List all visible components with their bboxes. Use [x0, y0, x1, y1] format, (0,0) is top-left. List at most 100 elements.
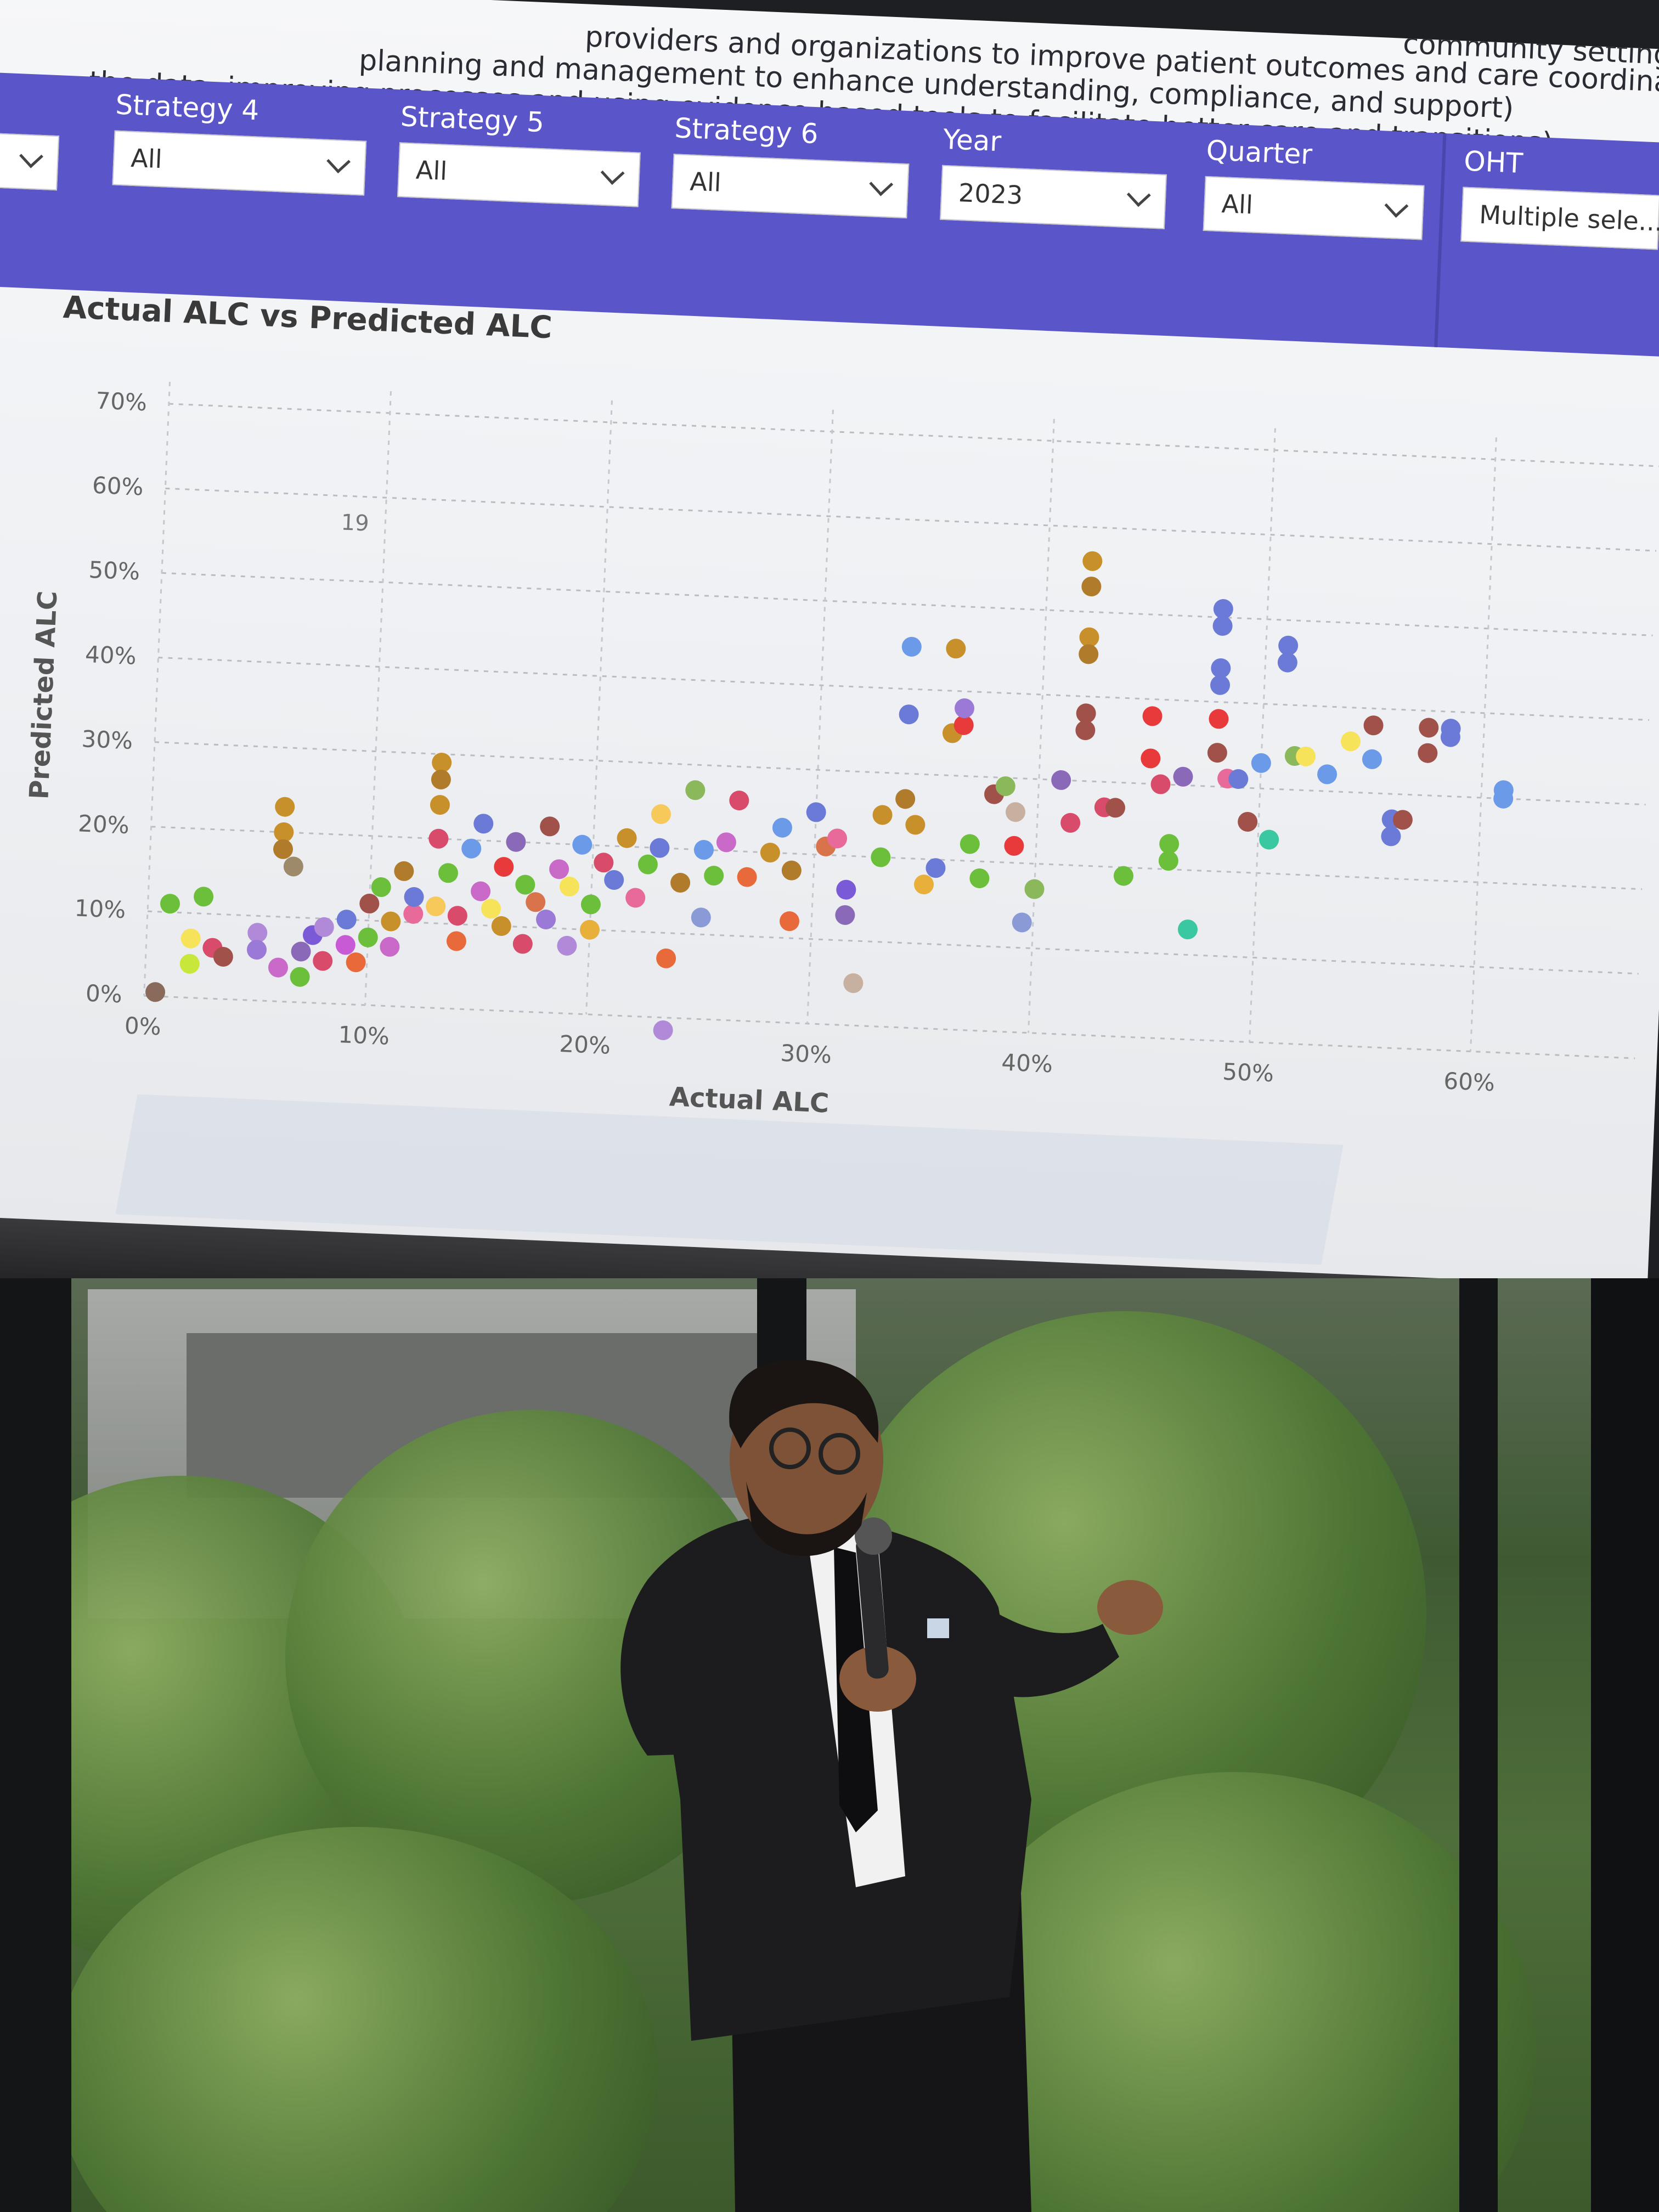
scatter-point[interactable]: [1209, 709, 1229, 729]
scatter-point[interactable]: [312, 951, 333, 971]
scatter-point[interactable]: [438, 863, 458, 883]
scatter-point[interactable]: [637, 854, 658, 874]
scatter-point[interactable]: [953, 715, 974, 735]
scatter-point[interactable]: [1075, 720, 1096, 741]
scatter-point[interactable]: [431, 752, 452, 773]
scatter-point[interactable]: [625, 888, 646, 908]
scatter-point[interactable]: [431, 769, 451, 789]
scatter-point[interactable]: [246, 939, 267, 960]
scatter-point[interactable]: [381, 911, 401, 932]
scatter-point[interactable]: [836, 879, 856, 900]
scatter-point[interactable]: [693, 839, 714, 860]
scatter-point[interactable]: [1024, 879, 1045, 899]
scatter-point[interactable]: [1251, 753, 1271, 773]
scatter-point[interactable]: [1228, 769, 1249, 789]
scatter-point[interactable]: [580, 894, 601, 915]
scatter-point[interactable]: [1012, 912, 1032, 933]
scatter-point[interactable]: [781, 860, 802, 881]
scatter-point[interactable]: [650, 838, 670, 858]
scatter-point[interactable]: [779, 911, 799, 932]
scatter-point[interactable]: [905, 815, 926, 835]
scatter-point[interactable]: [843, 973, 864, 994]
scatter-point[interactable]: [1259, 830, 1279, 850]
scatter-point[interactable]: [394, 861, 414, 881]
scatter-point[interactable]: [1440, 727, 1460, 747]
scatter-point[interactable]: [425, 896, 446, 917]
scatter-point[interactable]: [473, 814, 494, 834]
scatter-point[interactable]: [291, 941, 311, 962]
scatter-point[interactable]: [835, 905, 855, 925]
scatter-point[interactable]: [481, 899, 501, 919]
scatter-point[interactable]: [1207, 742, 1227, 763]
scatter-point[interactable]: [274, 822, 294, 842]
scatter-point[interactable]: [1076, 703, 1096, 724]
scatter-point[interactable]: [247, 923, 268, 943]
scatter-point[interactable]: [1159, 834, 1180, 854]
scatter-point[interactable]: [760, 842, 780, 863]
scatter-point[interactable]: [358, 927, 378, 947]
scatter-point[interactable]: [1278, 635, 1299, 656]
scatter-point[interactable]: [960, 834, 980, 854]
scatter-point[interactable]: [336, 909, 357, 930]
scatter-point[interactable]: [1340, 731, 1361, 752]
scatter-point[interactable]: [525, 892, 546, 912]
scatter-point[interactable]: [1105, 798, 1126, 818]
scatter-point[interactable]: [653, 1020, 673, 1040]
scatter-point[interactable]: [430, 794, 450, 815]
scatter-point[interactable]: [314, 917, 334, 937]
scatter-point[interactable]: [901, 636, 922, 657]
scatter-point[interactable]: [549, 859, 569, 879]
scatter-point[interactable]: [1295, 746, 1316, 766]
scatter-point[interactable]: [1317, 764, 1338, 785]
scatter-point[interactable]: [1079, 627, 1099, 647]
scatter-point[interactable]: [946, 639, 966, 659]
scatter-point[interactable]: [179, 953, 200, 974]
scatter-point[interactable]: [737, 867, 757, 887]
scatter-point[interactable]: [494, 856, 514, 877]
scatter-point[interactable]: [193, 887, 214, 907]
scatter-point[interactable]: [954, 698, 975, 719]
scatter-point[interactable]: [539, 816, 560, 837]
scatter-point[interactable]: [461, 838, 482, 859]
scatter-point[interactable]: [1177, 919, 1198, 940]
scatter-point[interactable]: [872, 805, 893, 825]
scatter-point[interactable]: [1211, 658, 1231, 678]
scatter-point[interactable]: [871, 847, 891, 867]
scatter-point[interactable]: [1213, 599, 1233, 619]
scatter-point[interactable]: [1210, 675, 1231, 695]
scatter-point[interactable]: [512, 934, 533, 954]
scatter-point[interactable]: [1392, 810, 1413, 830]
scatter-point[interactable]: [1362, 749, 1382, 769]
scatter-point[interactable]: [899, 704, 919, 725]
scatter-point[interactable]: [275, 797, 295, 817]
scatter-point[interactable]: [446, 931, 466, 951]
scatter-point[interactable]: [603, 870, 624, 890]
scatter-point[interactable]: [557, 935, 577, 956]
scatter-point[interactable]: [1419, 718, 1439, 738]
scatter-point[interactable]: [572, 834, 592, 855]
scatter-point[interactable]: [651, 804, 671, 825]
scatter-point[interactable]: [180, 928, 201, 949]
scatter-point[interactable]: [380, 936, 400, 957]
scatter-point[interactable]: [1418, 743, 1438, 763]
scatter-point[interactable]: [213, 946, 233, 967]
scatter-point[interactable]: [1082, 551, 1103, 571]
scatter-point[interactable]: [335, 935, 356, 955]
scatter-point[interactable]: [1277, 652, 1297, 673]
scatter-point[interactable]: [283, 856, 303, 877]
scatter-point[interactable]: [470, 881, 491, 901]
scatter-point[interactable]: [491, 916, 511, 936]
scatter-point[interactable]: [913, 874, 934, 895]
scatter-point[interactable]: [1158, 850, 1178, 871]
scatter-point[interactable]: [160, 894, 180, 914]
scatter-point[interactable]: [371, 877, 391, 898]
scatter-point[interactable]: [506, 832, 526, 852]
scatter-point[interactable]: [995, 776, 1015, 797]
scatter-point[interactable]: [1005, 802, 1026, 822]
scatter-point[interactable]: [346, 952, 366, 973]
scatter-point[interactable]: [1363, 715, 1384, 736]
scatter-point[interactable]: [535, 909, 556, 929]
scatter-point[interactable]: [685, 780, 706, 800]
scatter-point[interactable]: [806, 802, 826, 822]
scatter-point[interactable]: [691, 907, 711, 928]
